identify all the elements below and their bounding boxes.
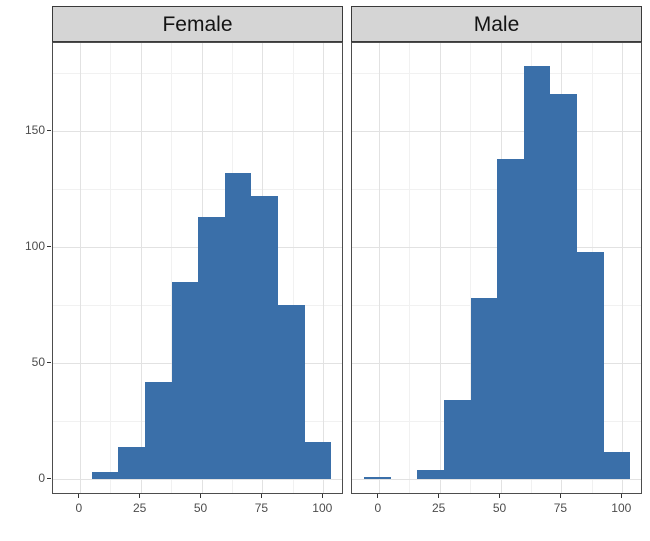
histogram-bar xyxy=(417,470,445,480)
histogram-bar xyxy=(444,400,471,480)
x-tick-label: 0 xyxy=(75,501,83,515)
gridline-major-vertical xyxy=(323,43,325,493)
x-axis-tick xyxy=(78,494,80,498)
x-axis-tick xyxy=(377,494,379,498)
x-tick-label: 75 xyxy=(254,501,269,515)
gridline-major-vertical xyxy=(140,43,142,493)
x-axis-tick xyxy=(139,494,141,498)
x-axis-tick xyxy=(559,494,561,498)
histogram-bar xyxy=(118,446,146,480)
gridline-major-horizontal xyxy=(53,247,342,249)
x-tick-label: 0 xyxy=(374,501,382,515)
x-axis-tick xyxy=(438,494,440,498)
gridline-minor-vertical xyxy=(470,43,472,493)
y-tick-label: 150 xyxy=(24,122,45,137)
x-axis-tick xyxy=(260,494,262,498)
facet-strip-male: Male xyxy=(351,6,642,42)
gridline-minor-horizontal xyxy=(352,72,641,74)
y-tick-label: 0 xyxy=(38,470,45,485)
y-axis-tick xyxy=(47,477,51,479)
histogram-bar xyxy=(497,158,524,480)
histogram-bar xyxy=(251,196,279,480)
y-axis-tick xyxy=(47,245,51,247)
gridline-major-vertical xyxy=(79,43,81,493)
gridline-major-horizontal xyxy=(53,131,342,133)
x-tick-label: 25 xyxy=(431,501,446,515)
x-axis-tick xyxy=(321,494,323,498)
x-tick-label: 25 xyxy=(132,501,147,515)
histogram-bar xyxy=(91,472,119,480)
histogram-bar xyxy=(603,451,631,480)
histogram-bar xyxy=(470,298,498,480)
gridline-major-horizontal xyxy=(352,479,641,481)
x-tick-label: 50 xyxy=(492,501,507,515)
histogram-bar xyxy=(171,282,199,480)
facet-strip-label-male: Male xyxy=(473,12,520,36)
x-tick-label: 100 xyxy=(312,501,333,515)
histogram-bar xyxy=(145,381,172,480)
gridline-major-vertical xyxy=(622,43,624,493)
gridline-minor-horizontal xyxy=(53,72,342,74)
histogram-bar xyxy=(550,93,578,480)
gridline-minor-horizontal xyxy=(352,189,641,191)
x-axis-tick xyxy=(200,494,202,498)
gridline-minor-vertical xyxy=(171,43,173,493)
gridline-major-horizontal xyxy=(53,479,342,481)
facet-strip-female: Female xyxy=(52,6,343,42)
y-tick-label: 50 xyxy=(31,354,45,369)
gridline-major-vertical xyxy=(378,43,380,493)
facet-strip-label-female: Female xyxy=(162,12,233,36)
histogram-bar xyxy=(523,65,551,480)
x-tick-label: 100 xyxy=(611,501,632,515)
gridline-minor-vertical xyxy=(409,43,411,493)
histogram-bar xyxy=(577,251,604,480)
panel-male xyxy=(351,42,642,494)
y-axis-tick xyxy=(47,361,51,363)
gridline-minor-vertical xyxy=(110,43,112,493)
panel-female xyxy=(52,42,343,494)
x-axis-tick xyxy=(620,494,622,498)
x-axis-tick xyxy=(499,494,501,498)
histogram-bar xyxy=(304,442,332,480)
gridline-major-horizontal xyxy=(352,247,641,249)
histogram-bar xyxy=(278,305,305,480)
histogram-bar xyxy=(224,172,252,480)
y-axis-tick xyxy=(47,129,51,131)
x-tick-label: 50 xyxy=(193,501,208,515)
gridline-minor-vertical xyxy=(292,43,294,493)
gridline-major-vertical xyxy=(439,43,441,493)
histogram-bar xyxy=(364,477,391,480)
y-tick-label: 100 xyxy=(24,238,45,253)
gridline-major-horizontal xyxy=(352,131,641,133)
gridline-minor-horizontal xyxy=(53,189,342,191)
x-tick-label: 75 xyxy=(553,501,568,515)
histogram-bar xyxy=(198,216,225,480)
